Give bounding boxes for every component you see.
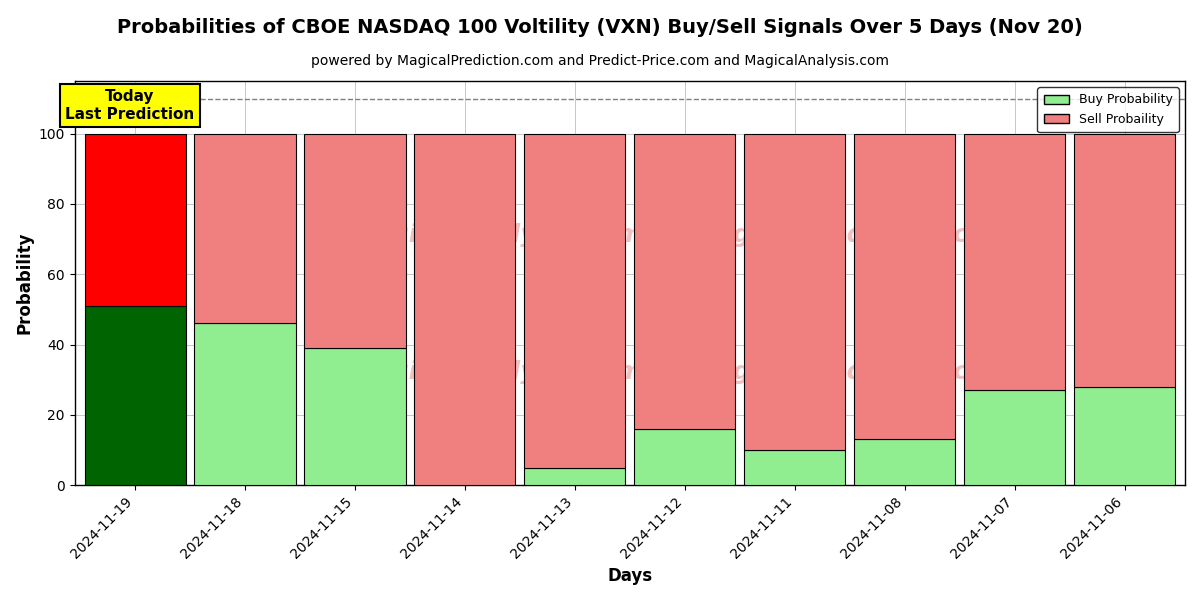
Legend: Buy Probability, Sell Probaility: Buy Probability, Sell Probaility: [1037, 87, 1178, 132]
Bar: [524, 467, 625, 485]
Text: MagicalAnalysis.com: MagicalAnalysis.com: [350, 360, 643, 384]
Bar: [854, 134, 955, 439]
Text: powered by MagicalPrediction.com and Predict-Price.com and MagicalAnalysis.com: powered by MagicalPrediction.com and Pre…: [311, 54, 889, 68]
Bar: [1074, 386, 1175, 485]
Bar: [84, 306, 186, 485]
Bar: [854, 439, 955, 485]
Bar: [744, 134, 845, 450]
Bar: [964, 390, 1066, 485]
Bar: [635, 134, 736, 429]
Y-axis label: Probability: Probability: [16, 232, 34, 334]
Bar: [524, 134, 625, 467]
Bar: [194, 323, 295, 485]
X-axis label: Days: Days: [607, 567, 653, 585]
Bar: [305, 348, 406, 485]
Bar: [84, 134, 186, 306]
Bar: [744, 450, 845, 485]
Text: MagicalAnalysis.com: MagicalAnalysis.com: [350, 223, 643, 247]
Bar: [635, 429, 736, 485]
Bar: [414, 134, 516, 485]
Text: Today
Last Prediction: Today Last Prediction: [65, 89, 194, 122]
Text: MagicalPrediction.com: MagicalPrediction.com: [692, 360, 1012, 384]
Text: Probabilities of CBOE NASDAQ 100 Voltility (VXN) Buy/Sell Signals Over 5 Days (N: Probabilities of CBOE NASDAQ 100 Voltili…: [118, 18, 1082, 37]
Text: MagicalPrediction.com: MagicalPrediction.com: [692, 223, 1012, 247]
Bar: [1074, 134, 1175, 386]
Bar: [194, 134, 295, 323]
Bar: [964, 134, 1066, 390]
Bar: [305, 134, 406, 348]
